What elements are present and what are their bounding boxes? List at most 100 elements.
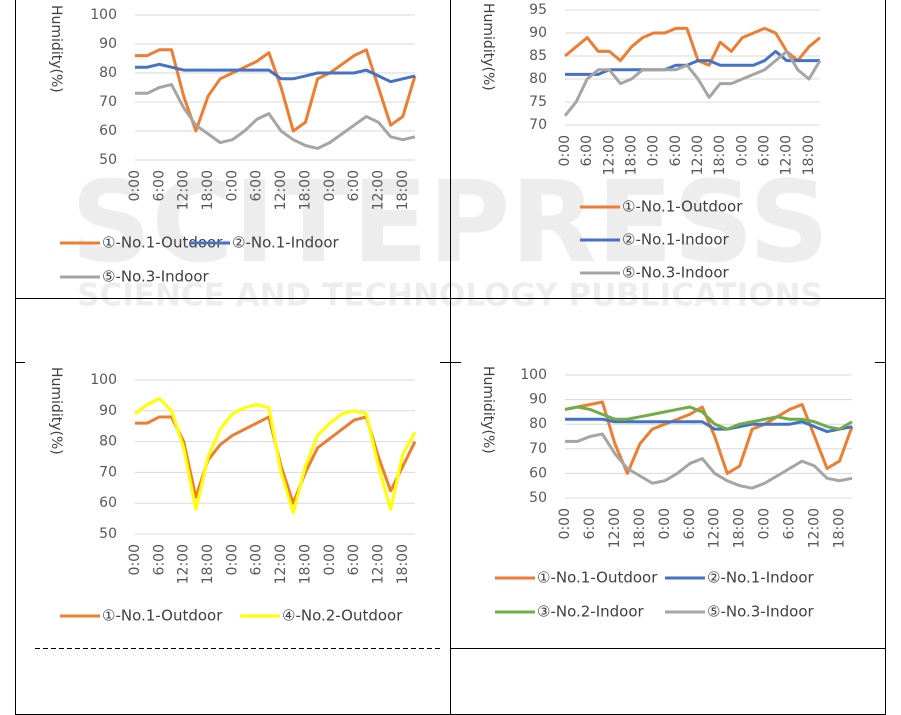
legend-label: ④-No.2-Outdoor <box>282 607 403 625</box>
series-line <box>565 417 853 434</box>
y-axis-title: Humidity(%) <box>480 366 496 454</box>
x-tick-label: 18:00 <box>632 508 648 548</box>
x-tick-label: 0:00 <box>224 544 240 575</box>
y-tick-label: 85 <box>529 48 547 64</box>
x-tick-label: 6:00 <box>582 508 598 539</box>
x-tick-label: 12:00 <box>370 170 386 210</box>
x-tick-label: 0:00 <box>557 135 573 166</box>
x-tick-label: 12:00 <box>690 135 706 175</box>
y-axis-title: Humidity(%) <box>48 367 64 455</box>
series-line <box>565 432 853 490</box>
series-line <box>135 83 416 150</box>
x-tick-label: 6:00 <box>757 135 773 166</box>
legend-label: ①-No.1-Outdoor <box>102 607 223 625</box>
x-tick-label: 0:00 <box>657 508 673 539</box>
y-tick-label: 100 <box>520 367 547 383</box>
x-tick-label: 12:00 <box>707 508 723 548</box>
legend-label: ⑤-No.3-Indoor <box>102 268 210 286</box>
x-tick-label: 6:00 <box>151 170 167 201</box>
y-tick-label: 50 <box>529 490 547 506</box>
x-tick-label: 6:00 <box>579 135 595 166</box>
x-tick-label: 18:00 <box>395 544 411 584</box>
legend-label: ③-No.2-Indoor <box>537 603 645 621</box>
legend-label: ①-No.1-Outdoor <box>102 234 223 252</box>
x-tick-label: 0:00 <box>322 544 338 575</box>
y-tick-label: 70 <box>529 117 547 133</box>
y-tick-label: 80 <box>99 434 117 450</box>
legend-label: ⑤-No.3-Indoor <box>622 264 730 282</box>
x-tick-label: 6:00 <box>682 508 698 539</box>
x-tick-label: 0:00 <box>127 170 143 201</box>
x-tick-label: 0:00 <box>557 508 573 539</box>
x-tick-label: 0:00 <box>127 544 143 575</box>
legend-label: ②-No.1-Indoor <box>707 569 815 587</box>
x-tick-label: 6:00 <box>151 544 167 575</box>
x-tick-label: 6:00 <box>668 135 684 166</box>
series-line <box>135 48 417 133</box>
y-tick-label: 90 <box>99 36 117 52</box>
x-tick-label: 12:00 <box>807 508 823 548</box>
x-tick-label: 18:00 <box>832 508 848 548</box>
legend-label: ⑤-No.3-Indoor <box>707 603 815 621</box>
y-tick-label: 90 <box>529 25 547 41</box>
series-line <box>564 400 854 475</box>
y-tick-label: 50 <box>99 526 117 542</box>
x-tick-label: 12:00 <box>176 544 192 584</box>
x-tick-label: 6:00 <box>782 508 798 539</box>
x-tick-label: 0:00 <box>224 170 240 201</box>
x-tick-label: 12:00 <box>273 170 289 210</box>
x-tick-label: 6:00 <box>249 170 265 201</box>
x-tick-label: 18:00 <box>297 170 313 210</box>
y-tick-label: 70 <box>99 94 117 110</box>
x-tick-label: 18:00 <box>200 170 216 210</box>
y-axis-title: Humidity(%) <box>480 3 496 91</box>
x-tick-label: 18:00 <box>200 544 216 584</box>
y-tick-label: 95 <box>529 2 547 18</box>
legend-label: ②-No.1-Indoor <box>622 231 730 249</box>
legend-label: ①-No.1-Outdoor <box>622 198 743 216</box>
watermark-subtitle: SCIENCE AND TECHNOLOGY PUBLICATIONS <box>77 278 823 314</box>
y-tick-label: 60 <box>529 465 547 481</box>
x-tick-label: 0:00 <box>757 508 773 539</box>
x-tick-label: 12:00 <box>176 170 192 210</box>
x-tick-label: 0:00 <box>734 135 750 166</box>
x-tick-label: 12:00 <box>779 135 795 175</box>
y-axis-title: Humidity(%) <box>48 5 64 93</box>
y-tick-label: 90 <box>99 403 117 419</box>
series-line <box>564 26 821 67</box>
x-tick-label: 18:00 <box>801 135 817 175</box>
legend-label: ①-No.1-Outdoor <box>537 569 658 587</box>
x-tick-label: 18:00 <box>712 135 728 175</box>
y-tick-label: 100 <box>90 7 117 23</box>
series-line <box>134 396 417 514</box>
x-tick-label: 18:00 <box>395 170 411 210</box>
x-tick-label: 12:00 <box>607 508 623 548</box>
x-tick-label: 18:00 <box>297 544 313 584</box>
watermark-title: SCITEPRESS <box>71 158 830 288</box>
y-tick-label: 50 <box>99 152 117 168</box>
series-line <box>135 62 416 84</box>
y-tick-label: 90 <box>529 392 547 408</box>
y-tick-label: 70 <box>99 464 117 480</box>
y-tick-label: 70 <box>529 441 547 457</box>
x-tick-label: 18:00 <box>624 135 640 175</box>
x-tick-label: 6:00 <box>249 544 265 575</box>
series-line <box>564 405 853 431</box>
x-tick-label: 0:00 <box>322 170 338 201</box>
y-tick-label: 80 <box>529 71 547 87</box>
y-tick-label: 80 <box>529 416 547 432</box>
x-tick-label: 0:00 <box>646 135 662 166</box>
x-tick-label: 12:00 <box>273 544 289 584</box>
y-tick-label: 100 <box>90 372 117 388</box>
y-tick-label: 60 <box>99 495 117 511</box>
y-tick-label: 60 <box>99 123 117 139</box>
x-tick-label: 12:00 <box>601 135 617 175</box>
x-tick-label: 18:00 <box>732 508 748 548</box>
x-tick-label: 12:00 <box>370 544 386 584</box>
series-line <box>563 49 822 117</box>
legend-label: ②-No.1-Indoor <box>232 234 340 252</box>
x-tick-label: 6:00 <box>346 170 362 201</box>
y-tick-label: 80 <box>99 65 117 81</box>
y-tick-label: 75 <box>529 94 547 110</box>
